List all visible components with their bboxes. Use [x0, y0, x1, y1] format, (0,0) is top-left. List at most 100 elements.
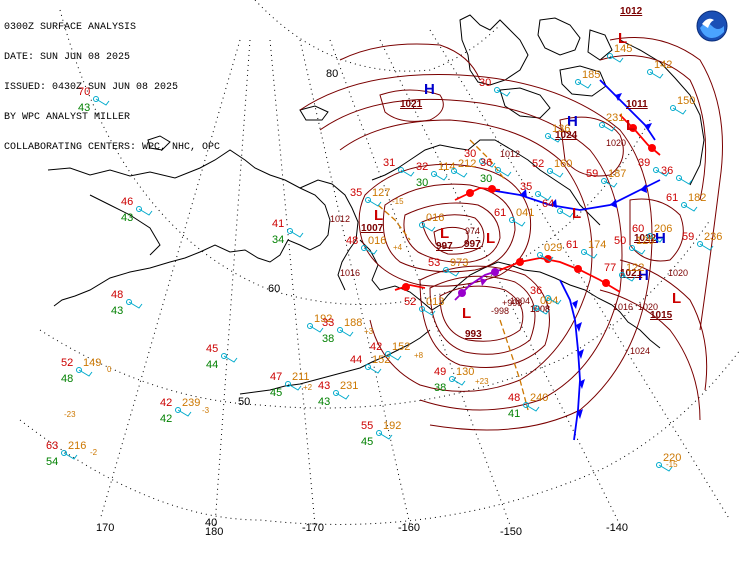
station-plot: 016: [419, 212, 444, 232]
warm-front-main-bumps: [516, 255, 610, 287]
station-pressure: 236: [704, 231, 722, 243]
cold-front-triangle: [572, 300, 578, 309]
wind-barb-icon: [378, 432, 393, 440]
graticule-lon-170: [99, 39, 241, 521]
low-letter: L: [486, 230, 495, 247]
pressure-tendency: +2: [303, 383, 313, 392]
wind-barb-icon: [367, 199, 382, 207]
warm-front-bump: [466, 189, 474, 197]
low-value: 1012: [620, 6, 643, 17]
warm-fronts: [394, 114, 661, 293]
station-circle-icon: [575, 79, 581, 85]
occluded-front-bump: [458, 289, 466, 297]
station-plot: 43 231 43: [318, 380, 358, 408]
cold-front-triangle: [645, 123, 652, 131]
high-center: H 1024: [555, 113, 578, 141]
station-pressure: 130: [456, 366, 474, 378]
extra-labels: -998 +998: [491, 298, 522, 316]
station-temperature: 52: [532, 158, 544, 170]
station-circle-icon: [221, 353, 227, 359]
station-circle-icon: [451, 168, 457, 174]
station-circle-icon: [494, 87, 500, 93]
isobar-1020-ne: [599, 55, 707, 201]
wind-barb-icon: [547, 135, 562, 143]
wind-barb-icon: [481, 160, 496, 168]
lon-label-m160: -160: [398, 522, 420, 534]
cold-front-triangle: [520, 189, 527, 198]
station-plot: 49 130 38: [434, 366, 474, 394]
station-circle-icon: [495, 167, 501, 173]
cold-front-arctic-triangles: [615, 93, 652, 131]
station-pressure: 211: [292, 371, 310, 383]
warm-front-bump: [629, 124, 637, 132]
station-temperature: 50: [614, 235, 626, 247]
isobar-label: 1004: [510, 296, 530, 306]
wind-barb-icon: [537, 193, 552, 201]
isobar-label: 1024: [630, 346, 650, 356]
station-temperature: 36: [530, 285, 542, 297]
graticule-lon-m130: [429, 29, 731, 521]
wind-barb-icon: [649, 71, 664, 79]
low-center: L 1007: [361, 207, 384, 234]
station-plot: 142: [647, 59, 672, 79]
wind-barb-icon: [601, 124, 616, 132]
station-temperature: 61: [666, 192, 678, 204]
station-pressure: 122: [626, 262, 644, 274]
station-pressure: 192: [383, 420, 401, 432]
station-circle-icon: [287, 228, 293, 234]
station-plot: 77 122: [604, 262, 644, 282]
station-dewpoint: 45: [270, 387, 282, 399]
station-temperature: 30: [464, 148, 476, 160]
station-plot: 61 182: [666, 192, 706, 212]
wind-barb-icon: [367, 366, 382, 374]
station-plot: 55 192 45: [361, 420, 401, 448]
pressure-tendency: +3: [364, 327, 374, 336]
station-plot: 32 114 30: [416, 161, 456, 189]
wind-barb-icon: [453, 170, 468, 178]
warm-front-bump: [488, 185, 496, 193]
station-temperature: 52: [404, 296, 416, 308]
map-header: 0300Z SURFACE ANALYSIS DATE: SUN JUN 08 …: [4, 3, 220, 163]
coastline-kamchatka: [89, 194, 161, 256]
coastline-hudson: [619, 39, 705, 186]
cold-front-triangle: [640, 184, 647, 193]
station-temperature: 52: [61, 357, 73, 369]
station-circle-icon: [629, 245, 635, 251]
wind-barb-icon: [421, 224, 436, 232]
high-value: 1024: [555, 130, 578, 141]
station-circle-icon: [398, 167, 404, 173]
station-circle-icon: [449, 376, 455, 382]
station-circle-icon: [126, 299, 132, 305]
graticule-lat-50: [39, 219, 711, 409]
station-plot: 52 149 48: [61, 357, 101, 385]
low-center: L 1011: [626, 99, 648, 134]
station-pressure: 220: [663, 452, 681, 464]
occluded-front-triangle: [480, 278, 487, 286]
station-plot: 30: [479, 77, 511, 97]
station-pressure: 150: [677, 95, 695, 107]
station-temperature: 45: [206, 343, 218, 355]
station-circle-icon: [307, 323, 313, 329]
wind-barb-icon: [128, 301, 143, 309]
station-pressure: 142: [654, 59, 672, 71]
coastline-arctic-island-4: [499, 87, 551, 119]
isobar-1008-a: [382, 183, 516, 273]
station-plot: 30: [464, 148, 496, 168]
header-line-analyst: BY WPC ANALYST MILLER: [4, 112, 131, 123]
low-letter: L: [618, 30, 627, 47]
low-value: 1007: [361, 223, 384, 234]
station-pressure: 174: [588, 239, 606, 251]
cold-front-triangle: [577, 409, 583, 419]
isobar-label: 1020: [638, 302, 658, 312]
station-plot: 220: [656, 452, 681, 472]
pressure-tendency: -2: [90, 448, 98, 457]
wind-barb-icon: [400, 169, 415, 177]
high-value: 1021: [400, 99, 423, 110]
station-temperature: 41: [272, 218, 284, 230]
station-circle-icon: [93, 96, 99, 102]
high-letter: H: [638, 267, 649, 284]
